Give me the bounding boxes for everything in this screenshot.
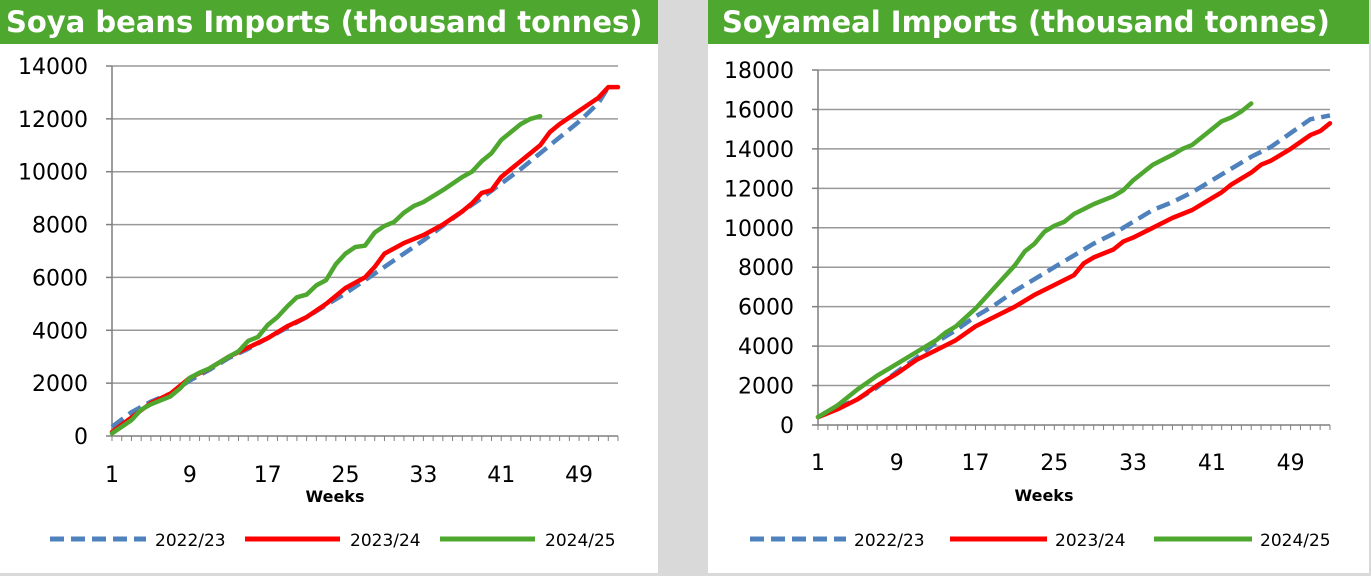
chart-title: Soya beans Imports (thousand tonnes) — [0, 0, 658, 44]
y-tick-label: 10000 — [724, 217, 794, 242]
soyameal-panel: Soyameal Imports (thousand tonnes) 0 2000… — [708, 0, 1369, 573]
y-tick-label: 4000 — [738, 335, 794, 360]
series-line-2022-23 — [816, 113, 1331, 420]
y-tick-label: 2000 — [32, 372, 88, 397]
y-tick-label: 6000 — [32, 266, 88, 291]
x-tick-label: 41 — [487, 463, 515, 488]
legend-label: 2022/23 — [854, 531, 925, 551]
y-tick-label: 10000 — [18, 161, 88, 186]
y-tick-label: 12000 — [724, 177, 794, 202]
legend-label: 2023/24 — [350, 531, 421, 551]
legend-label: 2024/25 — [1260, 531, 1331, 551]
x-tick-label: 41 — [1198, 451, 1226, 476]
legend-label: 2024/25 — [545, 531, 616, 551]
y-tick-label: 2000 — [738, 375, 794, 400]
x-tick-label: 49 — [565, 463, 593, 488]
soya-beans-chart: 0 2000 4000 6000 8000 10000 12000 14000 1 9 17 25 33… — [18, 55, 621, 551]
x-tick-label: 49 — [1277, 451, 1305, 476]
x-tick-label: 9 — [890, 451, 904, 476]
soya-beans-panel: Soya beans Imports (thousand tonnes) 0 20… — [0, 0, 658, 573]
y-tick-label: 0 — [74, 425, 88, 450]
x-tick-label: 1 — [811, 451, 825, 476]
y-tick-label: 18000 — [724, 59, 794, 84]
series-line-2024-25 — [109, 113, 543, 436]
legend-label: 2022/23 — [155, 531, 226, 551]
x-tick-label: 17 — [254, 463, 282, 488]
x-tick-label: 1 — [105, 463, 119, 488]
x-tick-label: 33 — [1119, 451, 1147, 476]
y-tick-label: 14000 — [18, 55, 88, 80]
x-tick-label: 33 — [409, 463, 437, 488]
x-tick-label: 25 — [332, 463, 360, 488]
chart-title: Soyameal Imports (thousand tonnes) — [708, 0, 1369, 44]
legend-label: 2023/24 — [1055, 531, 1126, 551]
y-tick-label: 14000 — [724, 138, 794, 163]
y-tick-label: 0 — [780, 414, 794, 439]
y-tick-label: 16000 — [724, 98, 794, 123]
y-tick-label: 4000 — [32, 319, 88, 344]
x-tick-label: 17 — [962, 451, 990, 476]
x-axis-title: Weeks — [1015, 486, 1074, 505]
y-tick-label: 8000 — [738, 256, 794, 281]
x-tick-label: 9 — [183, 463, 197, 488]
series-line-2023-24 — [815, 121, 1333, 420]
series-line-2022-23 — [110, 85, 611, 429]
y-tick-label: 8000 — [32, 214, 88, 239]
y-tick-label: 6000 — [738, 296, 794, 321]
series-line-2024-25 — [815, 101, 1254, 420]
y-tick-label: 12000 — [18, 108, 88, 133]
soyameal-chart: 0 2000 4000 6000 8000 10000 12000 14000 16000 180… — [724, 59, 1333, 551]
x-axis-title: Weeks — [306, 487, 365, 506]
x-tick-label: 25 — [1040, 451, 1068, 476]
